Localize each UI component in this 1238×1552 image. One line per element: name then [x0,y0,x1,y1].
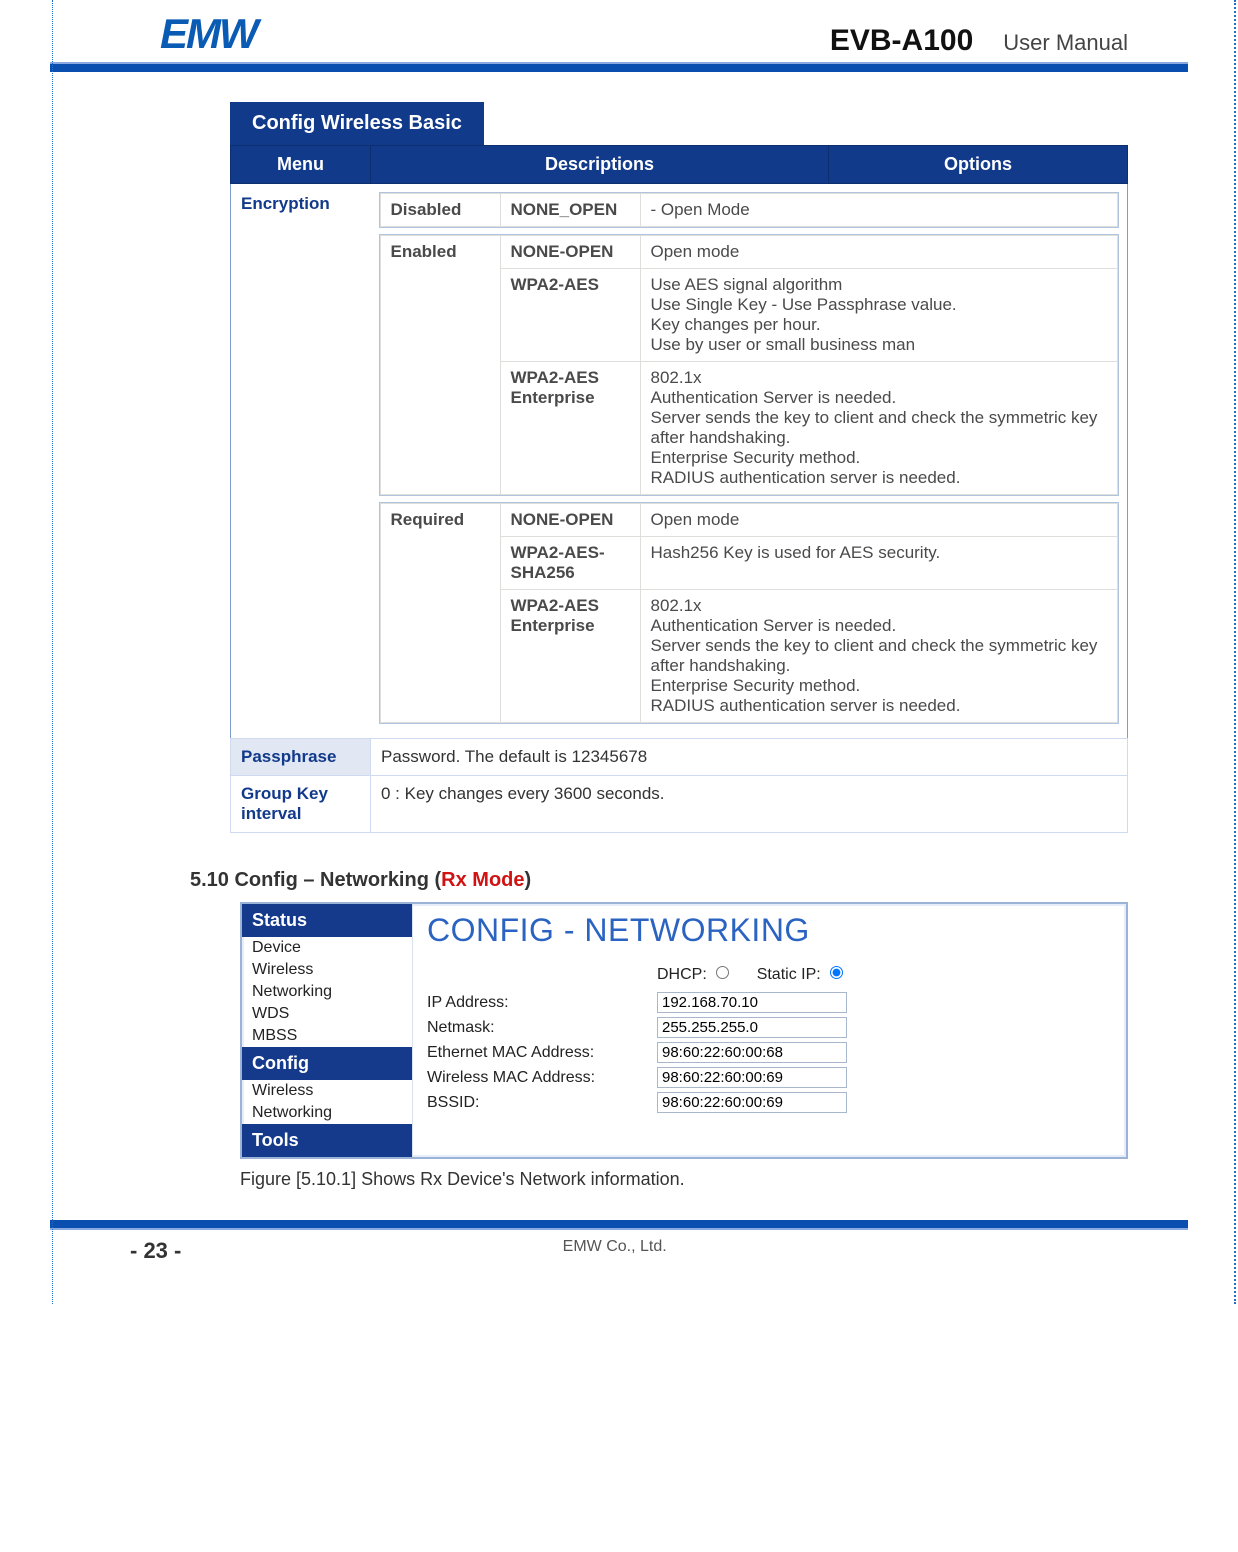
radio-dhcp[interactable]: DHCP: [657,966,732,983]
input-bssid[interactable] [657,1092,847,1113]
desc-disabled: Disabled [380,194,500,227]
screenshot-nav: Status Device Wireless Networking WDS MB… [242,904,412,1157]
passphrase-text: Password. The default is 12345678 [371,739,1128,776]
page-number: - 23 - [130,1238,181,1264]
footer-rule [50,1220,1188,1230]
section-heading-post: ) [525,869,532,891]
col-desc: Descriptions [371,146,829,184]
lbl-ip: IP Address: [427,994,657,1012]
enabled-txt-1: Use AES signal algorithm Use Single Key … [640,269,1118,362]
screenshot-title: CONFIG - NETWORKING [427,912,1112,949]
nav-config-1[interactable]: Networking [242,1102,412,1124]
col-menu: Menu [231,146,371,184]
input-ip[interactable] [657,992,847,1013]
input-ethmac[interactable] [657,1042,847,1063]
groupkey-text: 0 : Key changes every 3600 seconds. [371,776,1128,833]
section-5-10-heading: 5.10 Config – Networking (Rx Mode) [190,869,1128,892]
config-wireless-table: Menu Descriptions Options Encryption Dis… [230,145,1128,833]
enabled-txt-2: 802.1x Authentication Server is needed. … [640,362,1118,495]
product-name: EVB-A100 [830,24,973,58]
input-mask[interactable] [657,1017,847,1038]
ip-mode-radios: DHCP: Static IP: [657,963,1112,984]
encryption-enabled-box: Enabled NONE-OPEN Open mode WPA2-AES Use… [379,234,1120,496]
lbl-wlanmac: Wireless MAC Address: [427,1069,657,1087]
logo: EMW [160,10,257,58]
page-footer: - 23 - EMW Co., Ltd. [0,1238,1238,1264]
opt-none-open: NONE_OPEN [500,194,640,227]
opt-none-open-desc: - Open Mode [640,194,1118,227]
lbl-bssid: BSSID: [427,1094,657,1112]
nav-status-1[interactable]: Wireless [242,959,412,981]
doc-subtitle: User Manual [1003,30,1128,56]
radio-static[interactable]: Static IP: [757,966,846,983]
input-wlanmac[interactable] [657,1067,847,1088]
menu-encryption: Encryption [231,184,371,739]
config-table-title: Config Wireless Basic [230,102,484,145]
encryption-disabled-box: Disabled NONE_OPEN - Open Mode [379,192,1120,228]
menu-passphrase: Passphrase [231,739,371,776]
desc-required: Required [380,504,500,723]
nav-status-2[interactable]: Networking [242,981,412,1003]
enabled-opt-0: NONE-OPEN [500,236,640,269]
section-heading-pre: 5.10 Config – Networking ( [190,869,441,891]
required-txt-0: Open mode [640,504,1118,537]
enabled-opt-2: WPA2-AES Enterprise [500,362,640,495]
radio-static-input[interactable] [830,966,843,979]
required-opt-0: NONE-OPEN [500,504,640,537]
company-name: EMW Co., Ltd. [563,1238,667,1264]
page-header: EMW EVB-A100 User Manual [0,0,1238,62]
col-options: Options [829,146,1128,184]
nav-status-0[interactable]: Device [242,937,412,959]
lbl-mask: Netmask: [427,1019,657,1037]
config-networking-screenshot: Status Device Wireless Networking WDS MB… [240,902,1128,1159]
enabled-txt-0: Open mode [640,236,1118,269]
enabled-opt-1: WPA2-AES [500,269,640,362]
required-opt-2: WPA2-AES Enterprise [500,590,640,723]
radio-dhcp-label: DHCP: [657,966,707,983]
nav-status-3[interactable]: WDS [242,1003,412,1025]
encryption-required-box: Required NONE-OPEN Open mode WPA2-AES-SH… [379,502,1120,724]
figure-caption: Figure [5.10.1] Shows Rx Device's Networ… [240,1169,1128,1190]
header-rule [50,62,1188,72]
nav-status-4[interactable]: MBSS [242,1025,412,1047]
required-txt-1: Hash256 Key is used for AES security. [640,537,1118,590]
required-txt-2: 802.1x Authentication Server is needed. … [640,590,1118,723]
lbl-ethmac: Ethernet MAC Address: [427,1044,657,1062]
required-opt-1: WPA2-AES-SHA256 [500,537,640,590]
section-heading-mode: Rx Mode [441,869,524,891]
desc-enabled: Enabled [380,236,500,495]
menu-groupkey: Group Key interval [231,776,371,833]
radio-static-label: Static IP: [757,966,821,983]
nav-status-header[interactable]: Status [242,904,412,937]
nav-tools-header[interactable]: Tools [242,1124,412,1157]
nav-config-header[interactable]: Config [242,1047,412,1080]
radio-dhcp-input[interactable] [716,966,729,979]
nav-config-0[interactable]: Wireless [242,1080,412,1102]
